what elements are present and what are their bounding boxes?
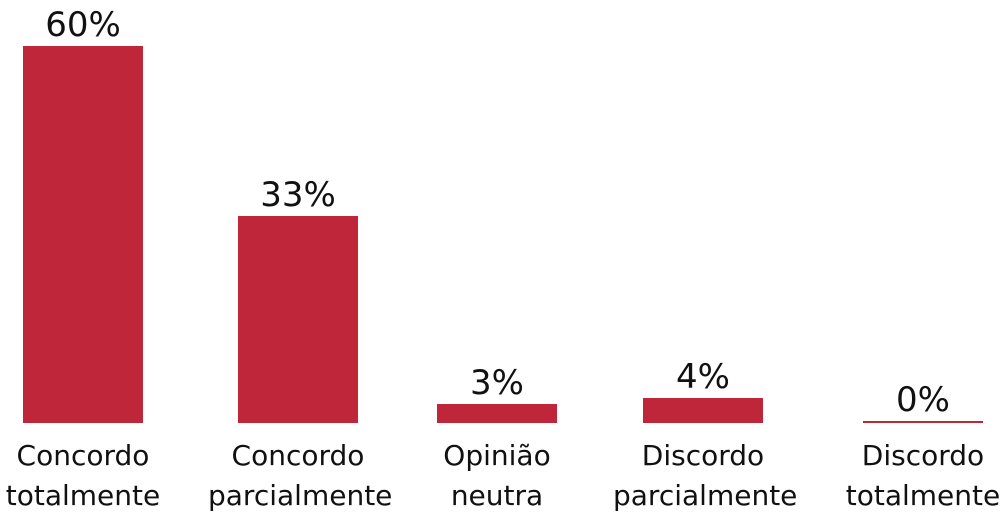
value-label: 4% [676, 356, 730, 397]
bar [238, 215, 358, 423]
category-label: Opinião neutra [443, 439, 551, 512]
bar [437, 404, 557, 423]
bar [643, 397, 763, 423]
category-label: Discordo parcialmente [613, 439, 798, 512]
category-label: Concordo parcialmente [208, 439, 393, 512]
category-label: Concordo totalmente [5, 439, 161, 512]
value-label: 0% [896, 380, 950, 420]
bar [23, 46, 143, 423]
value-label: 60% [45, 5, 121, 45]
value-label: 33% [260, 174, 336, 215]
category-label: Discordo totalmente [845, 439, 1001, 512]
bar [863, 421, 983, 423]
value-label: 3% [470, 363, 524, 404]
